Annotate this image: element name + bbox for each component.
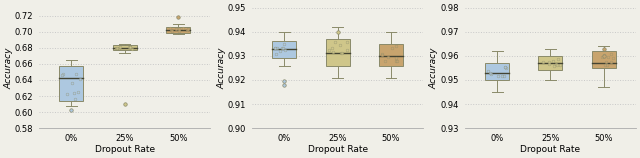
Point bbox=[334, 43, 344, 46]
Bar bbox=[326, 39, 349, 66]
Point bbox=[552, 64, 562, 66]
Point bbox=[280, 49, 291, 51]
Point bbox=[608, 57, 618, 59]
X-axis label: Dropout Rate: Dropout Rate bbox=[308, 145, 368, 154]
Point bbox=[499, 75, 509, 77]
Point bbox=[127, 48, 137, 51]
Point bbox=[68, 92, 79, 95]
Point bbox=[493, 75, 504, 78]
Point bbox=[387, 46, 397, 49]
Point bbox=[173, 30, 184, 32]
Point bbox=[606, 61, 616, 63]
Point bbox=[277, 46, 287, 49]
Point bbox=[72, 91, 83, 94]
Point bbox=[167, 30, 177, 32]
Point bbox=[499, 66, 509, 68]
Point bbox=[380, 60, 390, 62]
Point bbox=[70, 73, 81, 76]
Point bbox=[391, 59, 401, 62]
Point bbox=[112, 46, 122, 49]
Point bbox=[538, 61, 548, 64]
Point bbox=[602, 64, 612, 67]
Point bbox=[183, 28, 193, 31]
Bar bbox=[166, 27, 190, 33]
Point bbox=[497, 75, 507, 78]
Point bbox=[376, 52, 387, 55]
Bar bbox=[272, 41, 296, 58]
Point bbox=[342, 40, 352, 43]
Point bbox=[548, 64, 559, 67]
Point bbox=[599, 54, 609, 56]
Point bbox=[544, 63, 554, 66]
Point bbox=[277, 47, 287, 49]
Y-axis label: Accuracy: Accuracy bbox=[430, 47, 439, 89]
Point bbox=[390, 57, 401, 59]
Point bbox=[605, 53, 616, 55]
Point bbox=[114, 46, 124, 49]
Point bbox=[171, 28, 181, 30]
Point bbox=[551, 63, 561, 66]
Point bbox=[337, 52, 347, 54]
Point bbox=[166, 29, 176, 31]
Point bbox=[335, 52, 346, 54]
Point bbox=[269, 47, 280, 49]
Point bbox=[548, 60, 559, 63]
Point bbox=[485, 72, 495, 74]
Point bbox=[174, 28, 184, 30]
Point bbox=[326, 47, 337, 50]
X-axis label: Dropout Rate: Dropout Rate bbox=[95, 145, 155, 154]
Point bbox=[67, 82, 77, 85]
Point bbox=[328, 51, 338, 53]
Point bbox=[76, 77, 86, 80]
Bar bbox=[379, 44, 403, 66]
Point bbox=[275, 50, 285, 53]
Point bbox=[182, 29, 192, 32]
Point bbox=[70, 98, 80, 101]
Bar bbox=[538, 56, 563, 70]
Point bbox=[324, 48, 334, 51]
Bar bbox=[60, 66, 83, 101]
Point bbox=[500, 67, 511, 69]
Point bbox=[330, 41, 340, 44]
Point bbox=[125, 46, 135, 49]
Point bbox=[486, 73, 496, 75]
Point bbox=[600, 64, 610, 67]
Point bbox=[543, 61, 554, 63]
Point bbox=[111, 47, 121, 49]
Point bbox=[500, 66, 510, 68]
Point bbox=[604, 55, 614, 58]
Point bbox=[377, 54, 387, 56]
Point bbox=[179, 27, 189, 29]
Point bbox=[115, 45, 125, 48]
Y-axis label: Accuracy: Accuracy bbox=[4, 47, 13, 89]
Point bbox=[124, 45, 134, 48]
Point bbox=[597, 56, 607, 58]
Point bbox=[62, 93, 72, 96]
Point bbox=[391, 45, 401, 48]
Point bbox=[58, 73, 68, 75]
Point bbox=[554, 64, 564, 66]
Bar bbox=[113, 46, 137, 50]
Point bbox=[165, 27, 175, 29]
Bar bbox=[485, 63, 509, 80]
Point bbox=[279, 43, 289, 46]
Point bbox=[483, 70, 493, 73]
Y-axis label: Accuracy: Accuracy bbox=[217, 47, 226, 89]
Point bbox=[342, 49, 353, 52]
Point bbox=[392, 60, 402, 62]
Bar bbox=[592, 51, 616, 68]
X-axis label: Dropout Rate: Dropout Rate bbox=[520, 145, 580, 154]
Point bbox=[125, 46, 135, 49]
Point bbox=[383, 55, 393, 58]
Point bbox=[125, 46, 136, 48]
Point bbox=[56, 73, 67, 76]
Point bbox=[271, 53, 281, 56]
Point bbox=[602, 61, 612, 64]
Point bbox=[553, 58, 563, 60]
Point bbox=[272, 47, 282, 50]
Point bbox=[269, 46, 280, 49]
